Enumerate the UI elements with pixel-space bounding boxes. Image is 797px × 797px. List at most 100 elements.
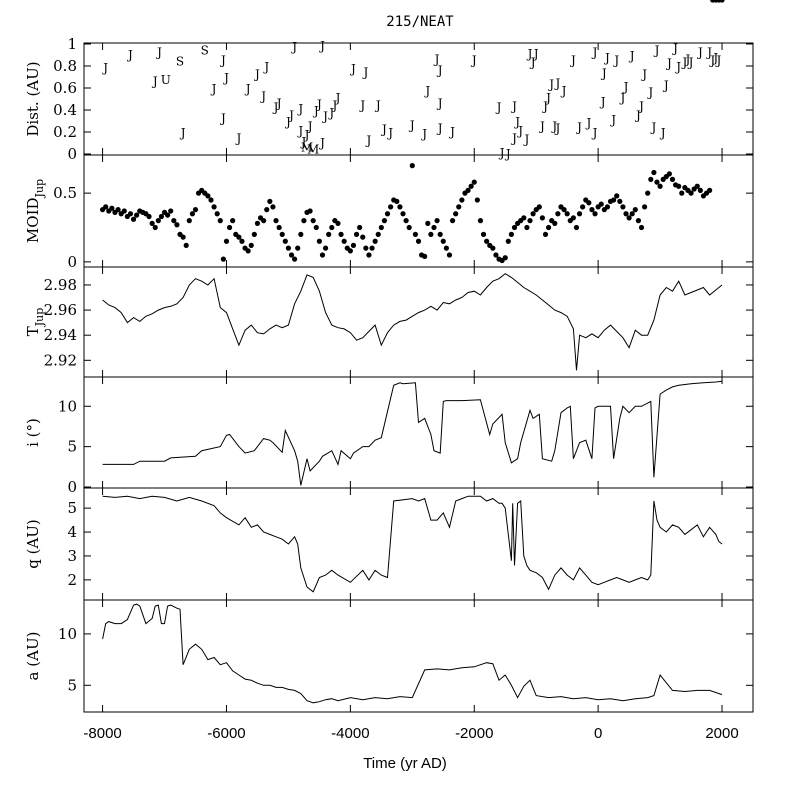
encounter-label: J bbox=[653, 44, 660, 58]
encounter-label: J bbox=[436, 96, 443, 110]
y-tick-label: 0.2 bbox=[53, 123, 77, 141]
data-point bbox=[369, 245, 375, 251]
encounter-label: J bbox=[634, 108, 641, 122]
y-tick-label: 0 bbox=[67, 478, 77, 496]
encounter-label: J bbox=[365, 134, 372, 148]
encounter-label: J bbox=[358, 99, 365, 113]
encounter-label: J bbox=[380, 123, 387, 137]
data-point bbox=[406, 224, 412, 231]
encounter-label: J bbox=[318, 136, 325, 150]
data-point bbox=[394, 198, 400, 204]
data-point bbox=[697, 187, 703, 193]
data-point bbox=[347, 248, 353, 254]
data-point bbox=[375, 231, 381, 237]
data-point bbox=[316, 238, 322, 244]
y-axis-label-text: Dist. (AU) bbox=[24, 61, 42, 136]
data-point bbox=[251, 231, 257, 237]
encounter-label: J bbox=[334, 91, 341, 105]
encounter-label: J bbox=[560, 84, 567, 98]
data-point bbox=[388, 204, 394, 210]
data-point bbox=[530, 211, 536, 217]
data-point bbox=[115, 207, 121, 213]
encounter-label: J bbox=[708, 53, 715, 67]
encounter-label: J bbox=[470, 53, 477, 67]
y-axis-label-moid: MOIDJup bbox=[24, 179, 46, 243]
encounter-label: J bbox=[126, 48, 133, 62]
y-axis-label-dist: Dist. (AU) bbox=[24, 61, 42, 136]
encounter-label: J bbox=[210, 82, 217, 96]
data-point bbox=[192, 207, 199, 213]
data-point bbox=[174, 222, 180, 228]
encounter-label: J bbox=[584, 116, 591, 130]
data-point bbox=[611, 197, 617, 203]
encounter-label: J bbox=[436, 122, 443, 136]
data-point bbox=[521, 215, 527, 221]
data-point bbox=[524, 224, 530, 231]
data-point bbox=[645, 190, 651, 196]
data-point bbox=[415, 238, 422, 244]
y-tick-label: 2.94 bbox=[44, 326, 77, 344]
data-point bbox=[171, 218, 177, 224]
data-point bbox=[282, 238, 288, 244]
encounter-label: J bbox=[219, 112, 226, 126]
encounter-label: J bbox=[349, 62, 356, 76]
data-point bbox=[629, 211, 635, 217]
encounter-label: J bbox=[504, 147, 511, 161]
data-point bbox=[211, 204, 217, 210]
data-point bbox=[505, 238, 511, 244]
panel-moid: 0 0.5 MOIDJup bbox=[24, 0, 754, 271]
data-point bbox=[545, 224, 552, 231]
y-axis-label-text: q (AU) bbox=[24, 519, 42, 569]
encounter-label: J bbox=[296, 124, 303, 138]
encounter-label: J bbox=[522, 133, 529, 147]
data-point bbox=[298, 231, 304, 237]
encounter-label: J bbox=[290, 40, 297, 54]
data-point bbox=[254, 220, 261, 226]
encounter-label: J bbox=[529, 56, 536, 70]
data-point bbox=[183, 242, 189, 248]
data-point bbox=[617, 198, 623, 204]
encounter-label: J bbox=[299, 135, 306, 149]
encounter-label: J bbox=[284, 115, 291, 129]
data-point bbox=[264, 207, 270, 213]
data-point bbox=[598, 201, 604, 207]
data-point bbox=[688, 190, 694, 196]
encounter-label: J bbox=[665, 57, 672, 71]
data-point bbox=[589, 207, 595, 213]
data-point bbox=[694, 183, 700, 189]
data-point bbox=[307, 208, 313, 214]
y-tick-label: 2.96 bbox=[44, 301, 77, 319]
y-tick-label: 10 bbox=[58, 625, 77, 643]
data-point bbox=[329, 224, 335, 231]
data-point bbox=[366, 252, 372, 258]
encounter-label: J bbox=[498, 146, 505, 160]
data-point bbox=[453, 211, 459, 217]
encounter-label: J bbox=[603, 51, 610, 65]
y-tick-label: 1 bbox=[67, 35, 77, 53]
encounter-label: J bbox=[234, 132, 241, 146]
panel-frame bbox=[83, 487, 754, 601]
data-point bbox=[168, 208, 174, 214]
data-point bbox=[626, 215, 632, 221]
data-point bbox=[158, 213, 165, 220]
data-point bbox=[180, 234, 186, 240]
encounter-label: J bbox=[330, 99, 337, 113]
data-point bbox=[480, 231, 487, 237]
encounter-label: J bbox=[420, 127, 427, 141]
encounter-label: J bbox=[259, 90, 266, 104]
data-point bbox=[657, 183, 663, 189]
data-point bbox=[363, 245, 369, 251]
data-point bbox=[285, 245, 292, 251]
y-tick-label: 4 bbox=[67, 523, 77, 541]
panel-frame bbox=[83, 599, 754, 713]
data-point bbox=[428, 231, 434, 237]
series-line-tjup bbox=[102, 273, 723, 371]
y-axis-label-text: i (°) bbox=[24, 418, 42, 447]
encounter-label: J bbox=[541, 100, 548, 114]
encounter-label: J bbox=[495, 101, 502, 115]
data-point bbox=[223, 238, 230, 244]
encounter-label: J bbox=[436, 63, 443, 77]
encounter-label: J bbox=[591, 126, 598, 140]
data-point bbox=[121, 208, 127, 214]
